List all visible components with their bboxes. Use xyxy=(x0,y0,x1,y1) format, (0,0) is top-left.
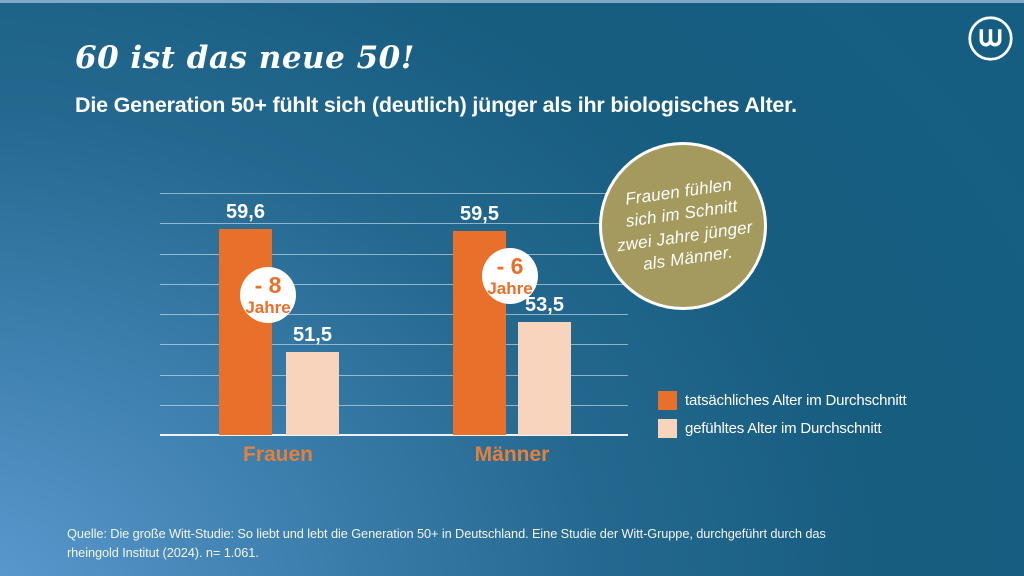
gridline xyxy=(160,434,628,436)
bar xyxy=(286,351,339,435)
bar-value-label: 59,6 xyxy=(226,201,265,224)
callout-text: Frauen fühlen sich im Schnitt zwei Jahre… xyxy=(609,172,757,280)
legend-item-actual-age: tatsächliches Alter im Durchschnitt xyxy=(658,391,907,410)
chart-legend: tatsächliches Alter im Durchschnitt gefü… xyxy=(658,391,907,438)
category-label-frauen: Frauen xyxy=(242,443,313,466)
bar xyxy=(518,321,571,435)
gridline xyxy=(160,283,628,285)
bar-value-label: 53,5 xyxy=(525,293,564,316)
category-label-maenner: Männer xyxy=(474,443,550,466)
gridline xyxy=(160,193,628,194)
bar-value-label: 51,5 xyxy=(293,323,332,346)
bar-value-label: 59,5 xyxy=(460,202,499,225)
bar-chart: 59,6 51,5 59,5 53,5 - 8 Jahre - 6 Jahre … xyxy=(160,193,628,466)
gridline xyxy=(160,344,628,346)
bar-maenner-actual-age: 59,5 xyxy=(453,203,506,435)
bar-frauen-actual-age: 59,6 xyxy=(219,201,272,435)
legend-swatch-orange xyxy=(658,391,677,410)
gridline xyxy=(160,374,628,376)
legend-item-felt-age: gefühltes Alter im Durchschnitt xyxy=(658,419,906,438)
difference-badge-frauen: - 8 Jahre xyxy=(240,267,296,323)
source-line-1: Quelle: Die große Witt-Studie: So liebt … xyxy=(67,526,826,541)
badge-unit: Jahre xyxy=(487,279,533,298)
gridline xyxy=(160,404,628,406)
badge-value: - 8 xyxy=(254,272,282,298)
gridline xyxy=(160,314,628,315)
source-note: Quelle: Die große Witt-Studie: So liebt … xyxy=(67,524,897,562)
legend-label: tatsächliches Alter im Durchschnitt xyxy=(685,392,907,409)
page-subtitle: Die Generation 50+ fühlt sich (deutlich)… xyxy=(75,93,797,117)
gridline xyxy=(160,253,628,255)
legend-swatch-peach xyxy=(658,419,677,438)
gridlines-layer xyxy=(160,193,628,436)
bar-frauen-felt-age: 51,5 xyxy=(286,324,339,435)
witt-logo-icon xyxy=(968,16,1013,61)
callout-circle: Frauen fühlen sich im Schnitt zwei Jahre… xyxy=(599,142,767,310)
source-line-2: rheingold Institut (2024). n= 1.061. xyxy=(67,545,259,560)
bar-maenner-felt-age: 53,5 xyxy=(518,294,571,435)
gridline xyxy=(160,223,628,225)
page-title: 60 ist das neue 50! xyxy=(75,40,415,76)
badge-unit: Jahre xyxy=(245,298,291,317)
legend-label: gefühltes Alter im Durchschnitt xyxy=(685,420,882,437)
top-border-strip xyxy=(0,0,1024,3)
difference-badge-maenner: - 6 Jahre xyxy=(482,248,538,304)
badge-value: - 6 xyxy=(496,253,524,279)
bar xyxy=(219,229,272,435)
